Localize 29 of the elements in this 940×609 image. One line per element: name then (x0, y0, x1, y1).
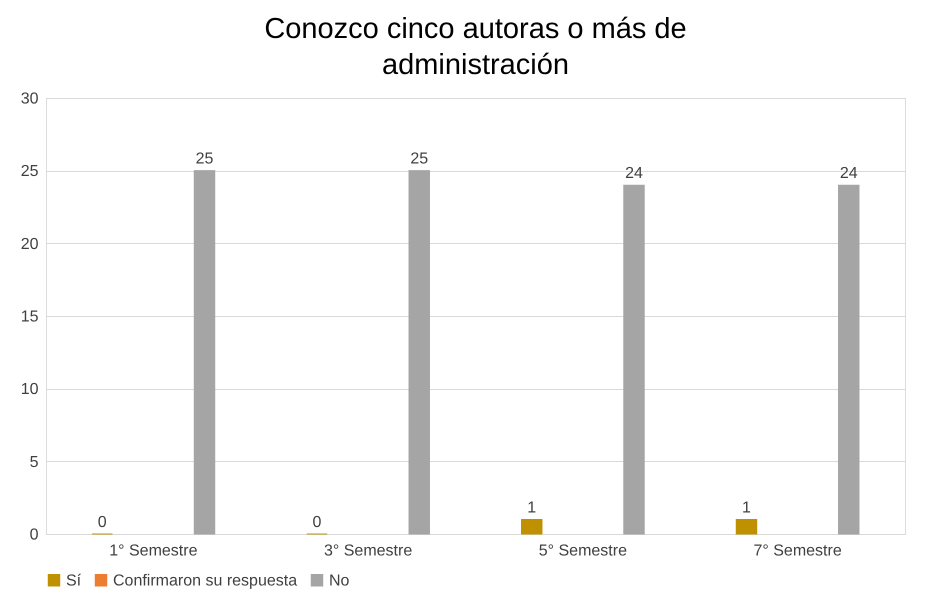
legend-label: Sí (66, 572, 82, 590)
y-tick-label: 25 (20, 163, 39, 180)
x-tick-label: 7° Semestre (754, 542, 842, 560)
bar (736, 518, 758, 534)
y-tick-label: 5 (30, 454, 39, 471)
legend-label: No (329, 572, 350, 590)
legend-label: Confirmaron su respuesta (113, 572, 298, 590)
data-label: 0 (98, 514, 107, 531)
y-tick-label: 15 (20, 308, 39, 326)
data-label: 1 (527, 499, 536, 516)
y-tick-label: 0 (30, 526, 39, 544)
bar (623, 184, 645, 534)
bar (194, 170, 216, 534)
x-tick-label: 5° Semestre (538, 542, 628, 560)
bar (521, 518, 542, 534)
data-label: 1 (742, 499, 752, 516)
x-tick-label: 3° Semestre (324, 542, 412, 560)
data-label: 25 (410, 150, 428, 168)
y-tick-label: 10 (20, 381, 39, 398)
y-tick-label: 30 (20, 90, 39, 108)
data-label: 24 (625, 165, 644, 182)
data-label: 25 (196, 150, 214, 168)
y-tick-label: 20 (20, 236, 39, 253)
chart-title: Conozco cinco autoras o más de administración (264, 13, 687, 81)
bar (838, 184, 860, 534)
x-tick-label: 1° Semestre (109, 542, 198, 560)
bar (408, 170, 430, 534)
data-label: 24 (840, 165, 858, 182)
data-label: 0 (312, 514, 322, 531)
